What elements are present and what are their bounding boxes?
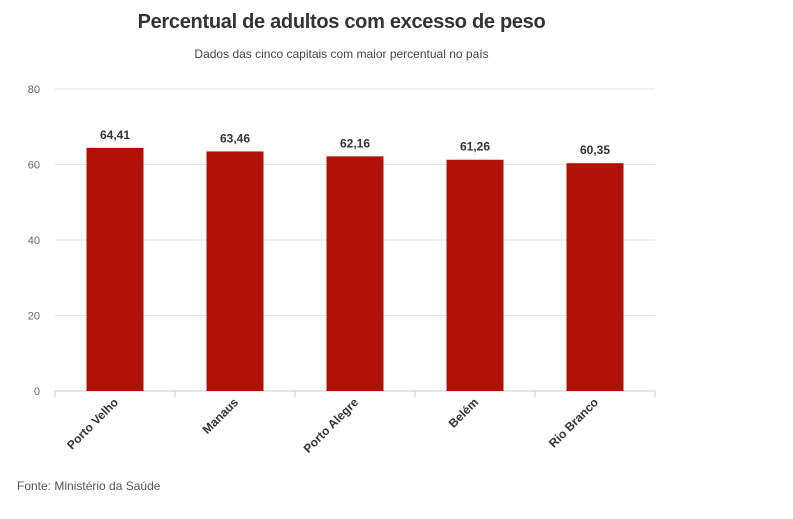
y-tick-label: 60 bbox=[28, 160, 40, 172]
data-label: 64,41 bbox=[100, 128, 130, 142]
x-tick-label: Manaus bbox=[200, 395, 242, 437]
bar bbox=[446, 159, 504, 391]
source-note: Fonte: Ministério da Saúde bbox=[17, 479, 161, 493]
bar bbox=[86, 147, 144, 391]
x-tick-label: Belém bbox=[446, 395, 481, 430]
bar bbox=[326, 156, 384, 391]
data-label: 60,35 bbox=[580, 143, 610, 157]
bar bbox=[206, 151, 264, 391]
chart-title: Percentual de adultos com excesso de pes… bbox=[137, 11, 546, 33]
x-tick-label: Rio Branco bbox=[546, 395, 601, 450]
y-tick-label: 20 bbox=[28, 311, 40, 323]
x-tick-label: Porto Velho bbox=[64, 395, 121, 452]
y-tick-label: 40 bbox=[28, 235, 40, 247]
data-label: 63,46 bbox=[220, 131, 250, 145]
y-tick-label: 80 bbox=[28, 84, 40, 96]
data-label: 61,26 bbox=[460, 140, 490, 154]
x-tick-label: Porto Alegre bbox=[301, 395, 362, 456]
data-label: 62,16 bbox=[340, 136, 370, 150]
bar bbox=[566, 163, 624, 391]
y-tick-label: 0 bbox=[34, 386, 40, 398]
chart-subtitle: Dados das cinco capitais com maior perce… bbox=[194, 47, 489, 61]
